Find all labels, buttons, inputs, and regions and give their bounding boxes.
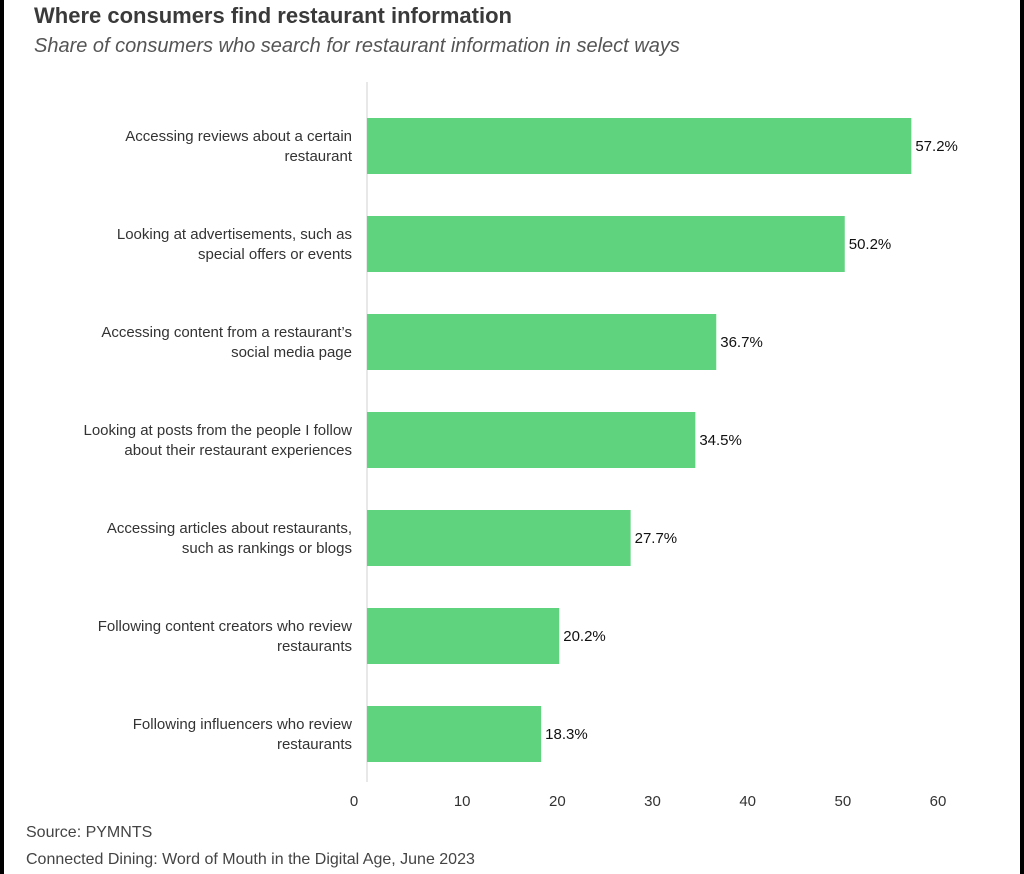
chart-subtitle: Share of consumers who search for restau… [34,35,680,57]
value-label: 57.2% [915,138,958,155]
category-label: Looking at posts from the people I follo… [84,422,353,439]
report-note: Connected Dining: Word of Mouth in the D… [26,851,475,868]
x-tick-label: 0 [350,793,358,810]
bar [367,510,631,566]
bar [367,412,696,468]
value-label: 20.2% [563,628,606,645]
x-tick-label: 20 [549,793,566,810]
category-label: special offers or events [198,246,352,263]
category-label: such as rankings or blogs [182,540,352,557]
value-label: 27.7% [635,530,678,547]
category-label: Accessing articles about restaurants, [107,520,352,537]
value-label: 18.3% [545,726,588,743]
category-label: Accessing reviews about a certain [125,128,352,145]
category-label: Following content creators who review [98,618,352,635]
category-label: Following influencers who review [133,716,352,733]
value-label: 36.7% [720,334,763,351]
x-tick-label: 60 [930,793,947,810]
x-tick-label: 50 [834,793,851,810]
source-note: Source: PYMNTS [26,824,153,841]
bar [367,118,912,174]
bar [367,314,717,370]
bar [367,608,560,664]
category-label: about their restaurant experiences [124,442,352,459]
right-frame-border [1020,0,1024,874]
bar [367,706,542,762]
bar-chart: 57.2% Accessing reviews about a certain re… [84,82,958,810]
category-label: social media page [231,344,352,361]
category-label: restaurants [277,736,352,753]
category-label: Looking at advertisements, such as [117,226,352,243]
x-tick-label: 40 [739,793,756,810]
category-label: restaurant [284,148,352,165]
x-tick-label: 30 [644,793,661,810]
value-label: 50.2% [849,236,892,253]
chart-title: Where consumers find restaurant informat… [34,3,512,28]
x-tick-label: 10 [454,793,471,810]
bar [367,216,845,272]
value-label: 34.5% [699,432,742,449]
category-label: restaurants [277,638,352,655]
left-frame-border [0,0,4,874]
category-label: Accessing content from a restaurant’s [101,324,352,341]
